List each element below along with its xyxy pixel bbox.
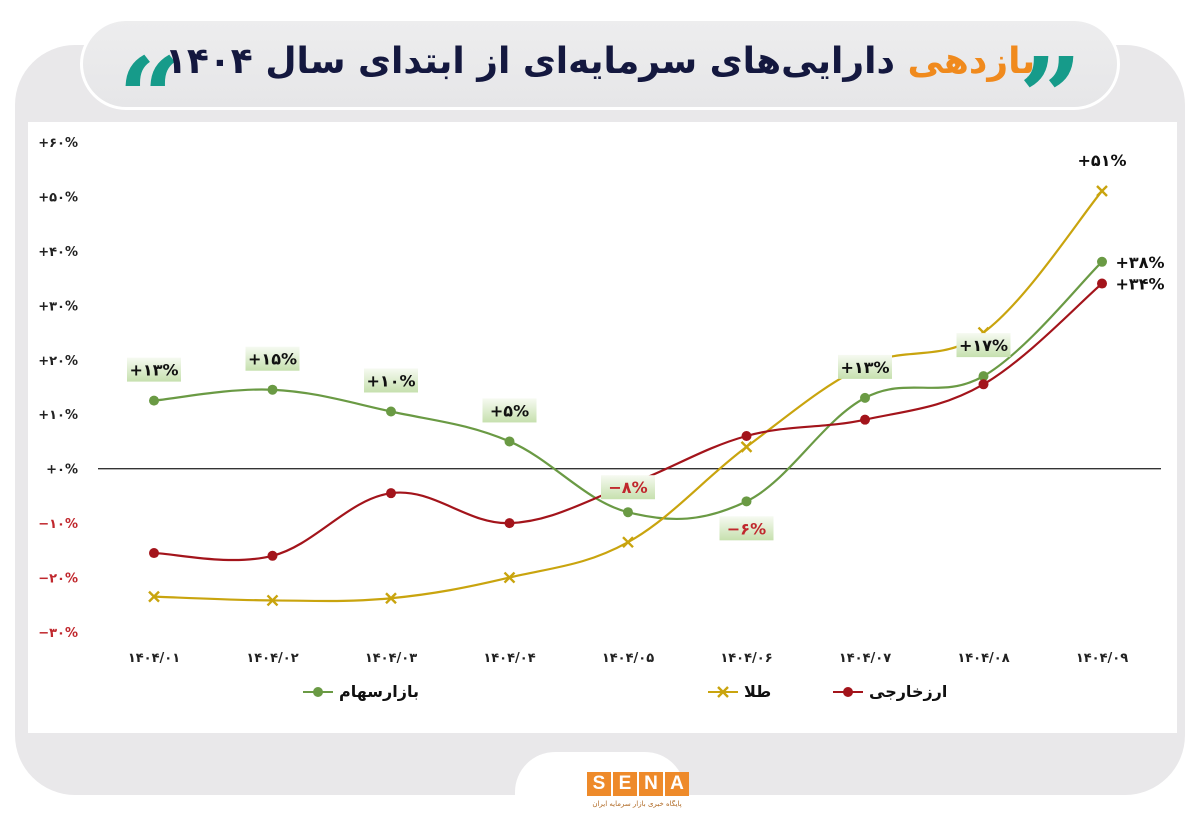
- header-banner: “ بازدهی دارایی‌های سرمایه‌ای از ابتدای …: [80, 18, 1120, 113]
- svg-text:+۱۵%: +۱۵%: [248, 350, 297, 369]
- x-tick-label: ۱۴۰۴/۰۲: [246, 651, 298, 666]
- data-label: +۵۱%: [1078, 151, 1127, 170]
- y-tick-label: −۱۰%: [38, 517, 78, 532]
- data-label: +۱۳%: [838, 354, 892, 379]
- circle-marker-icon: [303, 686, 333, 697]
- y-tick-label: +۵۰%: [38, 190, 78, 205]
- x-marker-icon: [148, 590, 160, 603]
- circle-marker-icon: [149, 395, 159, 406]
- x-marker-icon: [1096, 185, 1108, 197]
- legend-item[interactable]: طلا: [708, 682, 771, 701]
- open-quote-icon: “: [118, 43, 182, 113]
- y-tick-label: +۰%: [46, 463, 78, 478]
- x-marker-icon: [503, 571, 516, 584]
- legend-label: ارزخارجی: [869, 682, 948, 701]
- x-marker-icon: [740, 441, 753, 453]
- logo-subtitle: پایگاه خبری بازار سرمایه ایران: [592, 800, 682, 808]
- close-quote-icon: ”: [1018, 43, 1082, 113]
- data-label: −۸%: [601, 475, 655, 500]
- data-label: +۵%: [482, 398, 537, 423]
- logo-letter: E: [613, 772, 637, 796]
- line-chart: +۶۰% +۵۰% +۴۰% +۳۰% +۲۰% +۱۰% +۰% −۱۰% −۲۰% −۳۰% ۱…: [38, 136, 1165, 666]
- series-circle-line: [149, 256, 1107, 521]
- svg-text:+۳۸%: +۳۸%: [1116, 253, 1165, 272]
- data-label: +۳۴%: [1116, 275, 1165, 294]
- svg-text:+۱۰%: +۱۰%: [367, 372, 416, 391]
- x-tick-label: ۱۴۰۴/۰۴: [483, 651, 535, 666]
- svg-text:−۶%: −۶%: [727, 519, 766, 538]
- svg-text:−۸%: −۸%: [608, 478, 647, 497]
- y-tick-label: +۳۰%: [38, 299, 78, 314]
- circle-marker-icon: [504, 518, 515, 529]
- data-label: +۳۸%: [1116, 253, 1165, 272]
- data-label: +۱۵%: [245, 346, 300, 371]
- x-tick-label: ۱۴۰۴/۰۷: [839, 651, 891, 666]
- circle-marker-icon: [504, 436, 515, 447]
- chart-panel: +۶۰% +۵۰% +۴۰% +۳۰% +۲۰% +۱۰% +۰% −۱۰% −۲۰% −۳۰% ۱…: [28, 122, 1177, 733]
- x-marker-icon: [708, 685, 738, 698]
- circle-marker-icon: [978, 371, 989, 382]
- x-marker-icon: [385, 592, 397, 605]
- x-tick-label: ۱۴۰۴/۰۸: [957, 651, 1009, 666]
- circle-marker-icon: [978, 379, 989, 390]
- x-tick-label: ۱۴۰۴/۰۵: [602, 651, 654, 666]
- title-rest: دارایی‌های سرمایه‌ای از ابتدای سال ۱۴۰۴: [164, 41, 895, 82]
- data-label: +۱۰%: [364, 368, 418, 393]
- circle-marker-icon: [741, 431, 752, 441]
- svg-text:+۱۳%: +۱۳%: [841, 358, 890, 377]
- svg-text:+۵%: +۵%: [490, 401, 529, 420]
- circle-marker-icon: [149, 548, 159, 559]
- x-tick-label: ۱۴۰۴/۰۶: [720, 651, 772, 666]
- circle-marker-icon: [1097, 278, 1107, 289]
- svg-text:+۱۷%: +۱۷%: [959, 336, 1008, 355]
- legend-label: بازارسهام: [339, 682, 419, 701]
- chart-legend: بازارسهام طلا ارزخارجی: [28, 682, 1177, 712]
- x-marker-icon: [622, 536, 634, 549]
- title-accent: بازدهی: [907, 41, 1036, 82]
- legend-item[interactable]: ارزخارجی: [833, 682, 947, 701]
- circle-marker-icon: [741, 496, 752, 507]
- series-circle-line: [149, 278, 1107, 562]
- x-tick-label: ۱۴۰۴/۰۹: [1076, 651, 1128, 666]
- x-tick-label: ۱۴۰۴/۰۱: [128, 651, 180, 666]
- x-tick-label: ۱۴۰۴/۰۳: [365, 651, 417, 666]
- data-label: +۱۳%: [127, 357, 181, 382]
- logo-letter: S: [587, 772, 611, 796]
- y-tick-label: +۲۰%: [38, 354, 78, 369]
- logo-letter: N: [639, 772, 663, 796]
- svg-text:+۳۴%: +۳۴%: [1116, 275, 1165, 294]
- y-tick-label: +۶۰%: [38, 136, 78, 151]
- circle-marker-icon: [860, 414, 870, 425]
- circle-marker-icon: [386, 406, 396, 417]
- circle-marker-icon: [1097, 256, 1107, 267]
- circle-marker-icon: [267, 550, 278, 561]
- circle-marker-icon: [386, 488, 396, 499]
- y-tick-label: −۲۰%: [38, 572, 78, 587]
- circle-marker-icon: [623, 507, 633, 518]
- circle-marker-icon: [833, 686, 863, 697]
- circle-marker-icon: [267, 384, 278, 395]
- logo-letter: A: [665, 772, 689, 796]
- svg-text:+۵۱%: +۵۱%: [1078, 151, 1127, 170]
- page-title: بازدهی دارایی‌های سرمایه‌ای از ابتدای سا…: [83, 41, 1117, 82]
- y-tick-label: +۴۰%: [38, 245, 78, 260]
- y-tick-label: +۱۰%: [38, 408, 78, 423]
- circle-marker-icon: [860, 392, 870, 403]
- legend-item[interactable]: بازارسهام: [303, 682, 419, 701]
- legend-label: طلا: [744, 682, 772, 701]
- svg-text:+۱۳%: +۱۳%: [130, 361, 179, 380]
- y-tick-label: −۳۰%: [38, 626, 78, 641]
- data-label: −۶%: [719, 516, 774, 541]
- data-label: +۱۷%: [956, 333, 1011, 358]
- x-marker-icon: [266, 594, 279, 607]
